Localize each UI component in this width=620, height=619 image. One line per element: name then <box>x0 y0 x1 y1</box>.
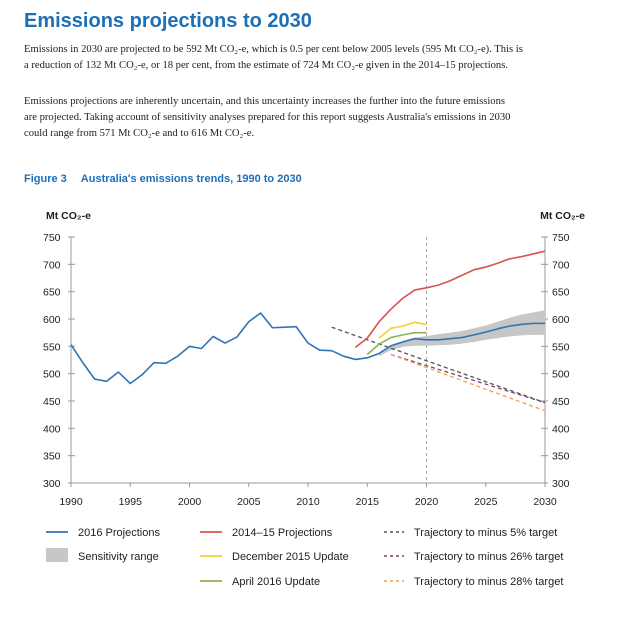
series-line-trajectory-to-minus-5-target <box>331 326 546 404</box>
paragraph-1-line: a reduction of 132 Mt CO₂-e, or 18 per c… <box>24 60 508 71</box>
series-line-2016-projections <box>70 312 545 385</box>
y-tick-label-right: 450 <box>552 396 570 408</box>
paragraph-1: Emissions in 2030 are projected to be 59… <box>24 42 599 74</box>
y-tick-label-right: 400 <box>552 423 570 435</box>
sensitivity-range-band <box>379 310 545 357</box>
legend-swatch <box>46 548 68 562</box>
x-tick-label: 2015 <box>356 496 380 508</box>
page-title: Emissions projections to 2030 <box>24 10 312 32</box>
y-tick-label-left: 350 <box>43 451 61 463</box>
legend-label: April 2016 Update <box>232 576 320 588</box>
legend-label: 2016 Projections <box>78 527 160 539</box>
series-line-april-2016-update <box>366 331 427 356</box>
y-axis-title-left: Mt CO₂-e <box>46 210 91 222</box>
figure-caption: Figure 3 Australia's emissions trends, 19… <box>24 173 302 185</box>
y-tick-label-right: 350 <box>552 451 570 463</box>
x-tick-label: 2005 <box>237 496 261 508</box>
legend-label: Trajectory to minus 26% target <box>414 551 563 563</box>
series-line-2014-15-projections <box>354 250 546 349</box>
y-tick-label-right: 650 <box>552 287 570 299</box>
y-tick-label-right: 300 <box>552 478 570 490</box>
y-tick-label-left: 550 <box>43 341 61 353</box>
y-tick-label-left: 400 <box>43 423 61 435</box>
paragraph-2: Emissions projections are inherently unc… <box>24 94 599 142</box>
y-tick-label-left: 600 <box>43 314 61 326</box>
legend-label: Sensitivity range <box>78 551 159 563</box>
y-tick-label-left: 700 <box>43 259 61 271</box>
x-tick-label: 2030 <box>533 496 557 508</box>
y-tick-label-right: 600 <box>552 314 570 326</box>
figure-title: Australia's emissions trends, 1990 to 20… <box>80 173 302 185</box>
legend-label: Trajectory to minus 28% target <box>414 576 563 588</box>
y-tick-label-left: 650 <box>43 287 61 299</box>
y-tick-label-left: 500 <box>43 369 61 381</box>
series-line-december-2015-update <box>378 321 427 339</box>
paragraph-2-line: are projected. Taking account of sensiti… <box>24 112 511 123</box>
x-tick-label: 2025 <box>474 496 498 508</box>
legend-label: December 2015 Update <box>232 551 349 563</box>
y-tick-label-left: 750 <box>43 232 61 244</box>
y-tick-label-left: 300 <box>43 478 61 490</box>
paragraph-2-line: Emissions projections are inherently unc… <box>24 96 505 107</box>
y-tick-label-left: 450 <box>43 396 61 408</box>
x-tick-label: 2010 <box>296 496 320 508</box>
legend-label: Trajectory to minus 5% target <box>414 527 557 539</box>
x-tick-label: 2020 <box>415 496 439 508</box>
series-line-trajectory-to-minus-26-target <box>390 353 546 404</box>
y-tick-label-right: 750 <box>552 232 570 244</box>
y-axis-title-right: Mt CO₂-e <box>540 210 585 222</box>
paragraph-2-line: could range from 571 Mt CO₂-e and to 616… <box>24 128 255 139</box>
y-tick-label-right: 550 <box>552 341 570 353</box>
y-tick-label-right: 700 <box>552 259 570 271</box>
y-tick-label-right: 500 <box>552 369 570 381</box>
x-tick-label: 1990 <box>59 496 83 508</box>
legend-label: 2014–15 Projections <box>232 527 333 539</box>
figure-number: Figure 3 <box>24 173 67 185</box>
paragraph-1-line: Emissions in 2030 are projected to be 59… <box>24 44 523 55</box>
x-tick-label: 2000 <box>178 496 202 508</box>
series-line-trajectory-to-minus-28-target <box>390 353 546 412</box>
x-tick-label: 1995 <box>119 496 143 508</box>
